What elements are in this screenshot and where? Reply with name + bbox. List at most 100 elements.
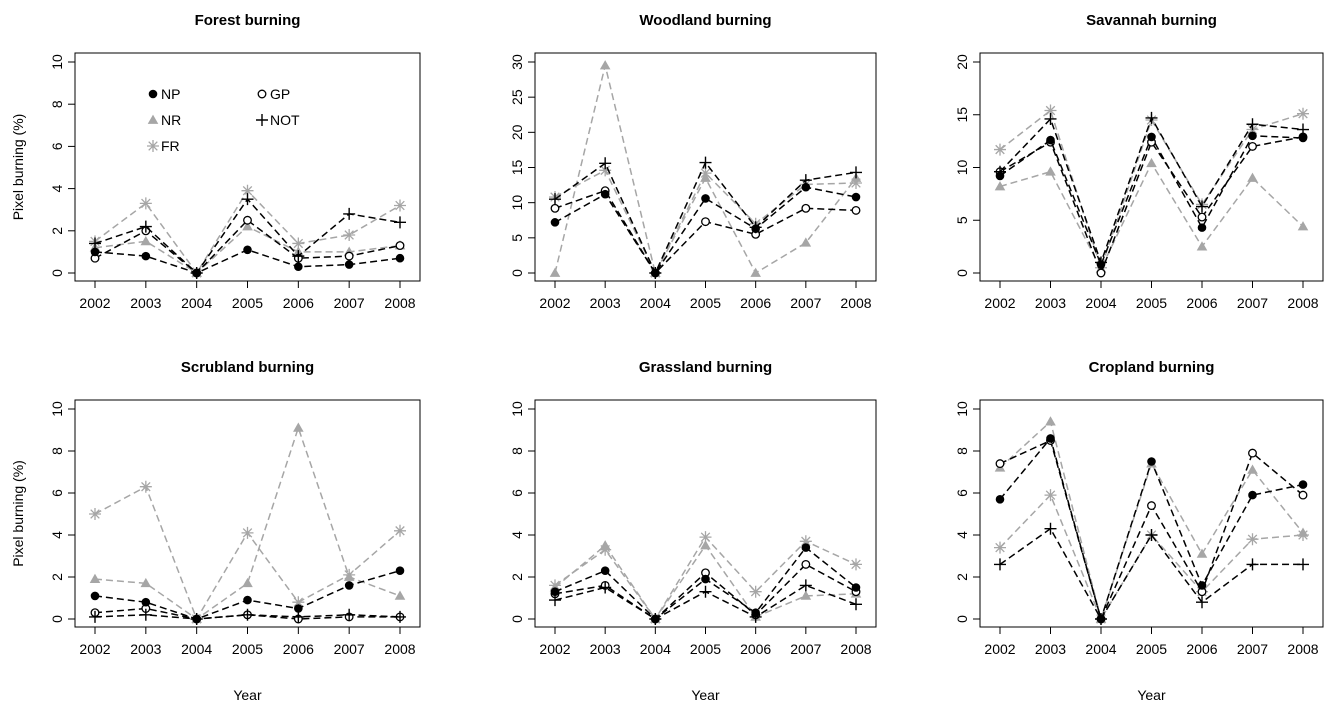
y-tick-label: 0 [954, 615, 970, 623]
y-tick-label: 15 [954, 107, 970, 123]
x-tick-label: 2007 [334, 295, 365, 311]
x-tick-label: 2006 [283, 295, 314, 311]
y-tick-label: 20 [954, 54, 970, 70]
series-np [90, 245, 405, 278]
point-nr [800, 237, 812, 247]
point-np [90, 591, 100, 601]
x-tick-label: 2004 [640, 641, 671, 657]
point-not [599, 581, 612, 594]
point-fr [599, 543, 612, 556]
point-nr [343, 571, 355, 581]
series-nr [994, 157, 1309, 273]
point-not [343, 608, 356, 621]
point-not [1145, 529, 1158, 541]
point-np [701, 194, 710, 203]
point-np [141, 251, 151, 261]
point-np [395, 253, 405, 263]
point-not [699, 585, 712, 598]
point-gp [243, 215, 252, 225]
x-tick-label: 2003 [590, 295, 621, 311]
point-gp [701, 217, 710, 227]
panel-title: Grassland burning [639, 359, 772, 376]
y-tick-label: 10 [509, 401, 525, 417]
point-np [344, 581, 354, 590]
point-np [1096, 260, 1106, 269]
point-fr [699, 531, 712, 544]
x-tick-label: 2005 [690, 641, 721, 657]
point-gp [801, 559, 811, 569]
y-tick-label: 30 [509, 54, 525, 70]
point-fr [994, 143, 1006, 156]
panel-grassland-burning: Grassland burning 2002 2003 2004 2005 2006 200… [509, 359, 877, 703]
point-np [1248, 490, 1257, 500]
point-not [850, 598, 862, 611]
point-np [851, 192, 861, 202]
series-line-gp [554, 189, 857, 275]
point-nr [599, 540, 611, 550]
point-nr [750, 267, 761, 277]
point-nr [1196, 548, 1208, 558]
point-fr [343, 229, 356, 242]
y-tick-label: 8 [49, 100, 65, 108]
y-tick-label: 4 [509, 531, 525, 539]
series-line-fr [999, 493, 1304, 621]
x-tick-label: 2002 [79, 295, 110, 311]
point-not [1246, 118, 1259, 131]
series-nr [89, 422, 406, 623]
point-not [699, 156, 712, 169]
point-fr [292, 596, 305, 609]
point-np [1046, 434, 1055, 443]
point-not [1297, 123, 1309, 136]
point-gp [801, 203, 811, 213]
point-fr [394, 199, 406, 212]
point-np [1298, 480, 1308, 489]
point-nr [700, 172, 711, 182]
point-nr [599, 60, 611, 70]
point-np [751, 224, 760, 233]
point-not [89, 237, 101, 250]
point-not [1297, 558, 1309, 571]
y-tick-label: 10 [509, 195, 525, 211]
series-line-nr [94, 425, 401, 620]
legend-label-gp: GP [270, 86, 290, 102]
point-np [90, 247, 100, 257]
point-not [241, 608, 254, 621]
point-np [294, 604, 303, 613]
series-line-nr [999, 161, 1304, 271]
point-nr [293, 422, 304, 432]
point-np [1197, 581, 1207, 590]
point-np [192, 614, 201, 624]
plot-frame [74, 399, 421, 628]
x-tick-label: 2007 [334, 641, 365, 657]
point-nr [1045, 416, 1056, 426]
point-not [89, 610, 101, 623]
point-not [1044, 522, 1057, 535]
y-tick-label: 0 [509, 269, 525, 277]
panel-title: Savannah burning [1086, 12, 1217, 29]
point-fr [850, 558, 862, 571]
point-fr [749, 585, 762, 598]
series-line-not [999, 527, 1303, 621]
panel-cropland-burning: Cropland burning 2002 2003 2004 2005 2006 2007… [954, 359, 1324, 703]
point-gp [1096, 268, 1106, 278]
plot-frame [979, 399, 1324, 628]
point-not [292, 610, 305, 623]
point-np [1147, 457, 1156, 466]
point-np [550, 218, 560, 227]
series-line-nr [999, 420, 1304, 622]
x-tick-label: 2008 [384, 641, 415, 657]
point-not [549, 193, 561, 206]
legend-marker-nr [147, 114, 159, 124]
point-not [799, 579, 812, 592]
y-tick-label: 10 [49, 54, 65, 70]
y-axis-label: Pixel burning (%) [10, 460, 26, 567]
x-tick-label: 2006 [1186, 641, 1217, 657]
x-tick-label: 2004 [1085, 295, 1116, 311]
point-fr [1044, 489, 1057, 502]
point-not [394, 216, 406, 229]
panel-title: Woodland burning [639, 12, 771, 29]
point-fr [1297, 107, 1309, 120]
series-line-np [999, 135, 1304, 267]
point-not [1044, 112, 1057, 125]
y-tick-label: 5 [509, 234, 525, 242]
